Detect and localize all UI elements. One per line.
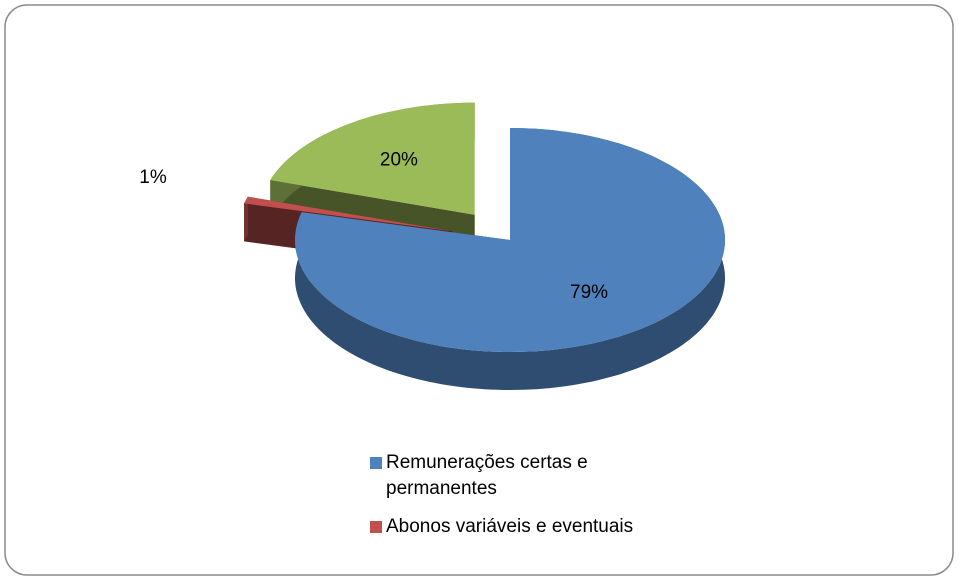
slice-group xyxy=(295,128,725,390)
legend-swatch xyxy=(370,521,382,533)
legend-label: Remunerações certas e permanentes xyxy=(386,452,588,499)
legend-item: Remunerações certas e permanentes xyxy=(370,450,670,502)
legend-swatch xyxy=(370,457,382,469)
legend-label: Abonos variáveis e eventuais xyxy=(386,516,634,537)
data-label: 20% xyxy=(380,149,418,170)
data-label: 79% xyxy=(570,282,608,303)
slice xyxy=(295,128,725,352)
slice xyxy=(270,102,475,215)
slice-wall xyxy=(244,196,248,242)
data-label: 1% xyxy=(139,167,167,188)
legend-item: Abonos variáveis e eventuais xyxy=(370,514,670,540)
slice xyxy=(244,196,453,232)
